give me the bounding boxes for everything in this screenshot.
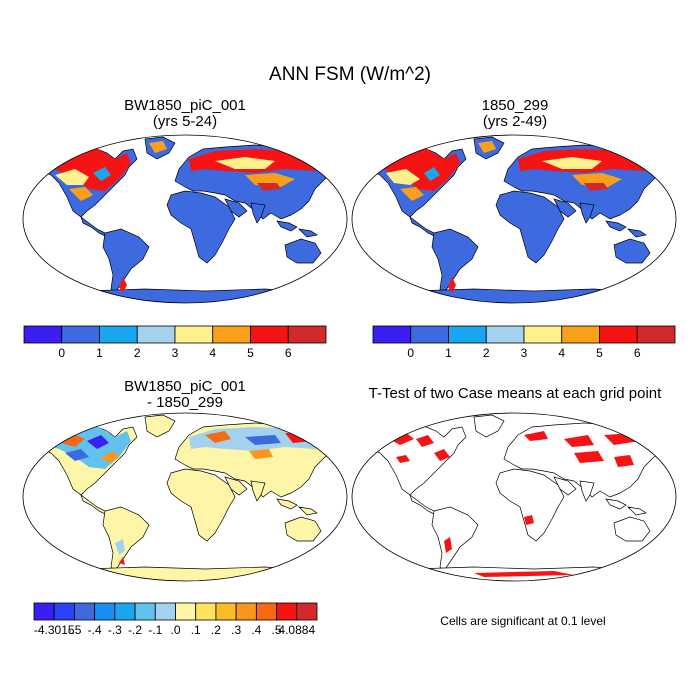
colorbar-tick-label: -.2 <box>128 623 143 637</box>
map-panel-4 <box>351 412 677 582</box>
colorbar-tick-label: -.1 <box>148 623 163 637</box>
colorbar-swatch <box>175 602 197 621</box>
colorbar-swatch <box>276 602 298 621</box>
colorbar-swatch <box>61 325 100 344</box>
panel-2-years: (yrs 2-49) <box>482 113 548 130</box>
panel-3-diff: - 1850_299 <box>147 394 223 411</box>
colorbar-tick-label: .5 <box>271 623 282 637</box>
map-panel-2 <box>351 134 677 304</box>
colorbar-tick-label: 0 <box>407 346 415 360</box>
colorbar-swatch <box>636 325 676 344</box>
colorbar-tick-label: -.5 <box>67 623 82 637</box>
colorbar-tick-label: 0 <box>58 346 66 360</box>
colorbar-tick-label: 5 <box>247 346 254 360</box>
colorbar-swatch <box>174 325 214 344</box>
colorbar-swatch <box>561 325 600 344</box>
map-panel-1 <box>22 134 348 304</box>
colorbar-swatch <box>215 602 237 621</box>
colorbar-swatch <box>33 602 55 621</box>
panel-3-case: BW1850_piC_001 <box>124 378 246 395</box>
colorbar-swatch <box>410 325 449 344</box>
panel-4-ttest: T-Test of two Case means at each grid po… <box>368 385 662 402</box>
colorbar-tick-label: 6 <box>284 346 292 360</box>
colorbar-tick-label: -4.3015 <box>33 623 75 637</box>
colorbar-swatch <box>74 602 96 621</box>
ttest-significance-note: Cells are significant at 0.1 level <box>440 614 606 628</box>
colorbar-swatch <box>296 602 318 621</box>
colorbar-panel-1 <box>23 325 327 344</box>
colorbar-tick-label: 1 <box>96 346 103 360</box>
panel-1-case: BW1850_piC_001 <box>124 97 246 114</box>
colorbar-swatch <box>255 602 277 621</box>
colorbar-swatch <box>99 325 138 344</box>
panel-1-title: BW1850_piC_001 (yrs 5-24) <box>20 98 350 130</box>
colorbar-tick-label: 2 <box>133 346 141 360</box>
colorbar-tick-label: .1 <box>190 623 201 637</box>
colorbar-tick-label: 4 <box>558 346 566 360</box>
colorbar-tick-label: 3 <box>171 346 179 360</box>
colorbar-tick-label: -.4 <box>87 623 102 637</box>
colorbar-swatch <box>485 325 525 344</box>
panel-2-title: 1850_299 (yrs 2-49) <box>350 98 680 130</box>
colorbar-tick-label: 2 <box>482 346 490 360</box>
colorbar-swatch <box>448 325 487 344</box>
colorbar-swatch <box>136 325 176 344</box>
panel-3-title: BW1850_piC_001 - 1850_299 <box>20 379 350 411</box>
colorbar-swatch <box>523 325 563 344</box>
colorbar-tick-label: 5 <box>596 346 603 360</box>
colorbar-swatch <box>372 325 412 344</box>
colorbar-tick-label: 6 <box>633 346 641 360</box>
map-panel-3 <box>22 412 348 582</box>
colorbar-tick-label: .4 <box>251 623 262 637</box>
colorbar-tick-label: .0 <box>170 623 181 637</box>
colorbar-swatch <box>250 325 289 344</box>
colorbar-swatch <box>287 325 327 344</box>
colorbar-swatch <box>94 602 116 621</box>
colorbar-swatch <box>134 602 156 621</box>
colorbar-swatch <box>53 602 75 621</box>
colorbar-tick-label: 1 <box>445 346 452 360</box>
colorbar-swatch <box>212 325 251 344</box>
colorbar-swatch <box>195 602 217 621</box>
colorbar-swatch <box>23 325 63 344</box>
colorbar-swatch <box>114 602 136 621</box>
colorbar-tick-label: 4 <box>209 346 217 360</box>
colorbar-swatch <box>154 602 176 621</box>
figure-title: ANN FSM (W/m^2) <box>269 64 431 85</box>
colorbar-tick-label: 3 <box>520 346 528 360</box>
colorbar-panel-2 <box>372 325 676 344</box>
colorbar-tick-label: -.3 <box>107 623 122 637</box>
panel-2-case: 1850_299 <box>481 97 549 114</box>
colorbar-tick-label: 4.0884 <box>278 623 316 637</box>
panel-4-title: T-Test of two Case means at each grid po… <box>345 386 685 402</box>
colorbar-swatch <box>235 602 257 621</box>
colorbar-tick-label: .3 <box>231 623 242 637</box>
colorbar-tick-label: .2 <box>210 623 221 637</box>
colorbar-swatch <box>599 325 638 344</box>
panel-1-years: (yrs 5-24) <box>152 113 218 130</box>
colorbar-difference <box>33 602 318 621</box>
